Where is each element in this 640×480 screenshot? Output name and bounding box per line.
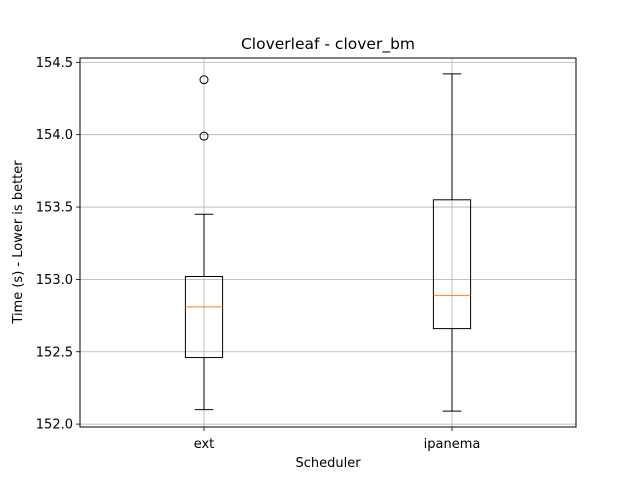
box-group-ipanema	[432, 73, 472, 412]
grid-lines	[80, 58, 576, 427]
y-tick-label: 152.5	[36, 345, 73, 360]
outlier-point	[199, 75, 209, 85]
x-axis-label: Scheduler	[295, 456, 361, 471]
box-group-ext	[184, 75, 224, 411]
x-tick-label: ext	[194, 437, 215, 452]
iqr-box	[432, 199, 472, 330]
y-tick-label: 153.5	[36, 201, 73, 216]
y-axis-label: Time (s) - Lower is better	[11, 160, 26, 325]
boxes	[184, 73, 472, 412]
iqr-box	[184, 276, 224, 359]
plot-area-frame	[79, 57, 577, 428]
y-tick-label: 154.0	[36, 128, 73, 143]
chart-title: Cloverleaf - clover_bm	[241, 35, 415, 54]
y-tick-label: 152.0	[36, 418, 73, 433]
ticks: 152.0 152.5 153.0 153.5 154.0 154.5 ext ipanema	[36, 56, 481, 452]
y-tick-label: 153.0	[36, 273, 73, 288]
outlier-point	[199, 131, 209, 141]
x-tick-label: ipanema	[424, 437, 481, 452]
y-tick-label: 154.5	[36, 56, 73, 71]
